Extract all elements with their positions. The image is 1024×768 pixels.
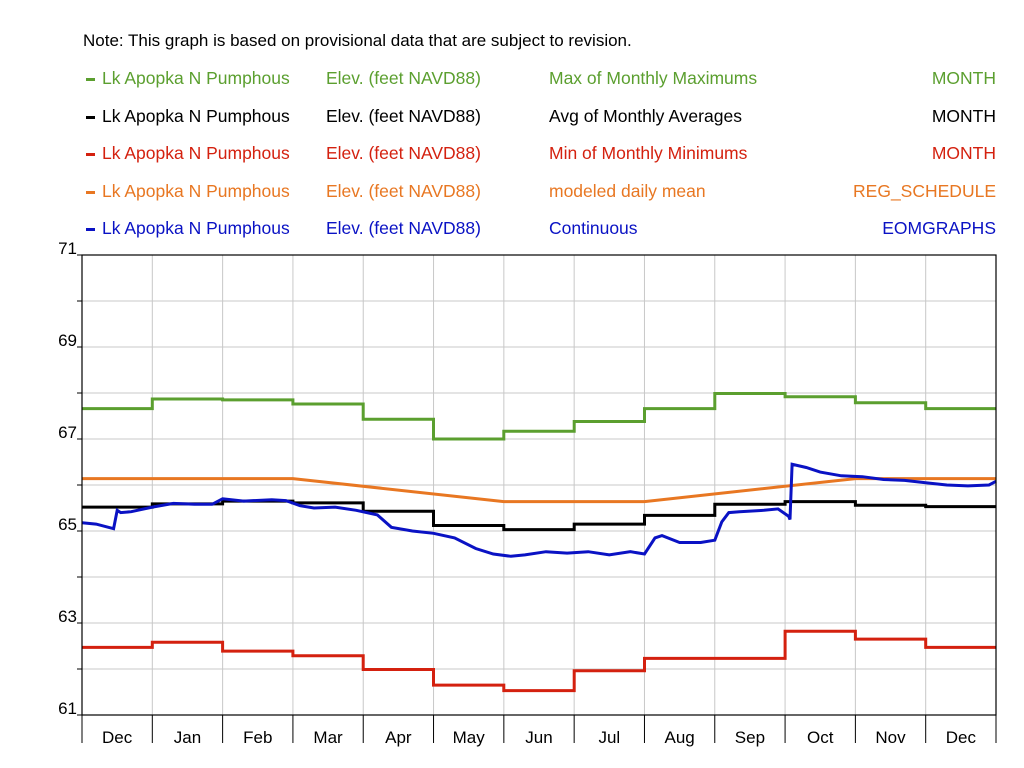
series-line	[81, 462, 997, 558]
x-tick-label: Jul	[598, 728, 620, 747]
series-line	[82, 629, 996, 693]
series-line	[82, 392, 996, 441]
legend-row: Lk Apopka N Pumphous Elev. (feet NAVD88) C…	[0, 218, 1024, 242]
legend-statistic: Continuous	[549, 218, 638, 238]
legend-tag: EOMGRAPHS	[882, 218, 996, 238]
y-tick-label: 71	[58, 240, 77, 258]
legend-parameter: Elev. (feet NAVD88)	[326, 106, 481, 126]
provisional-data-note: Note: This graph is based on provisional…	[83, 31, 632, 50]
x-tick-label: Jun	[525, 728, 552, 747]
legend-tag: REG_SCHEDULE	[853, 181, 996, 201]
legend-parameter: Elev. (feet NAVD88)	[326, 181, 481, 201]
y-tick-label: 69	[58, 331, 77, 350]
x-tick-label: Mar	[313, 728, 343, 747]
grid-lines	[82, 255, 996, 715]
x-tick-label: Oct	[807, 728, 834, 747]
legend-parameter: Elev. (feet NAVD88)	[326, 143, 481, 163]
x-tick-label: Dec	[946, 728, 977, 747]
x-tick-label: Apr	[385, 728, 412, 747]
legend-swatch	[86, 116, 95, 119]
legend-tag: MONTH	[931, 68, 996, 88]
legend-tag: MONTH	[931, 143, 996, 163]
legend-statistic: Max of Monthly Maximums	[549, 68, 758, 88]
legend-swatch	[86, 228, 95, 231]
x-tick-label: Feb	[243, 728, 272, 747]
legend-parameter: Elev. (feet NAVD88)	[326, 218, 481, 238]
series-line	[82, 499, 996, 532]
series-line	[82, 477, 996, 504]
y-tick-label: 61	[58, 699, 77, 718]
x-tick-label: Aug	[664, 728, 694, 747]
legend-statistic: Min of Monthly Minimums	[549, 143, 748, 163]
series-lines	[81, 392, 997, 693]
y-axis-ticks: 61 63 65 67 69 71	[58, 240, 82, 718]
legend-station: Lk Apopka N Pumphous	[102, 143, 290, 163]
plot-frame	[81, 254, 997, 716]
x-tick-label: Jan	[174, 728, 201, 747]
legend-row: Lk Apopka N Pumphous Elev. (feet NAVD88) M…	[0, 143, 1024, 167]
x-tick-label: Dec	[102, 728, 133, 747]
legend-parameter: Elev. (feet NAVD88)	[326, 68, 481, 88]
y-tick-label: 65	[58, 515, 77, 534]
legend-swatch	[86, 78, 95, 81]
legend-station: Lk Apopka N Pumphous	[102, 181, 290, 201]
legend-swatch	[86, 153, 95, 156]
legend-row: Lk Apopka N Pumphous Elev. (feet NAVD88) A…	[0, 106, 1024, 130]
legend-station: Lk Apopka N Pumphous	[102, 218, 290, 238]
x-tick-label: Nov	[875, 728, 906, 747]
x-tick-label: Sep	[735, 728, 765, 747]
legend-station: Lk Apopka N Pumphous	[102, 68, 290, 88]
legend-tag: MONTH	[931, 106, 996, 126]
legend-row: Lk Apopka N Pumphous Elev. (feet NAVD88) m…	[0, 181, 1024, 205]
elevation-chart: 61 63 65 67 69 71 Dec Jan Feb Mar Apr May Jun Jul Aug…	[58, 240, 997, 747]
y-tick-label: 67	[58, 423, 77, 442]
y-tick-label: 63	[58, 607, 77, 626]
x-tick-label: May	[453, 728, 486, 747]
legend-statistic: modeled daily mean	[549, 181, 706, 201]
x-axis-ticks: Dec Jan Feb Mar Apr May Jun Jul Aug Sep Oct Nov Dec	[81, 715, 997, 747]
legend: Lk Apopka N Pumphous Elev. (feet NAVD88) M…	[0, 0, 1024, 250]
legend-row: Lk Apopka N Pumphous Elev. (feet NAVD88) M…	[0, 68, 1024, 92]
legend-swatch	[86, 191, 95, 194]
legend-station: Lk Apopka N Pumphous	[102, 106, 290, 126]
legend-statistic: Avg of Monthly Averages	[549, 106, 742, 126]
